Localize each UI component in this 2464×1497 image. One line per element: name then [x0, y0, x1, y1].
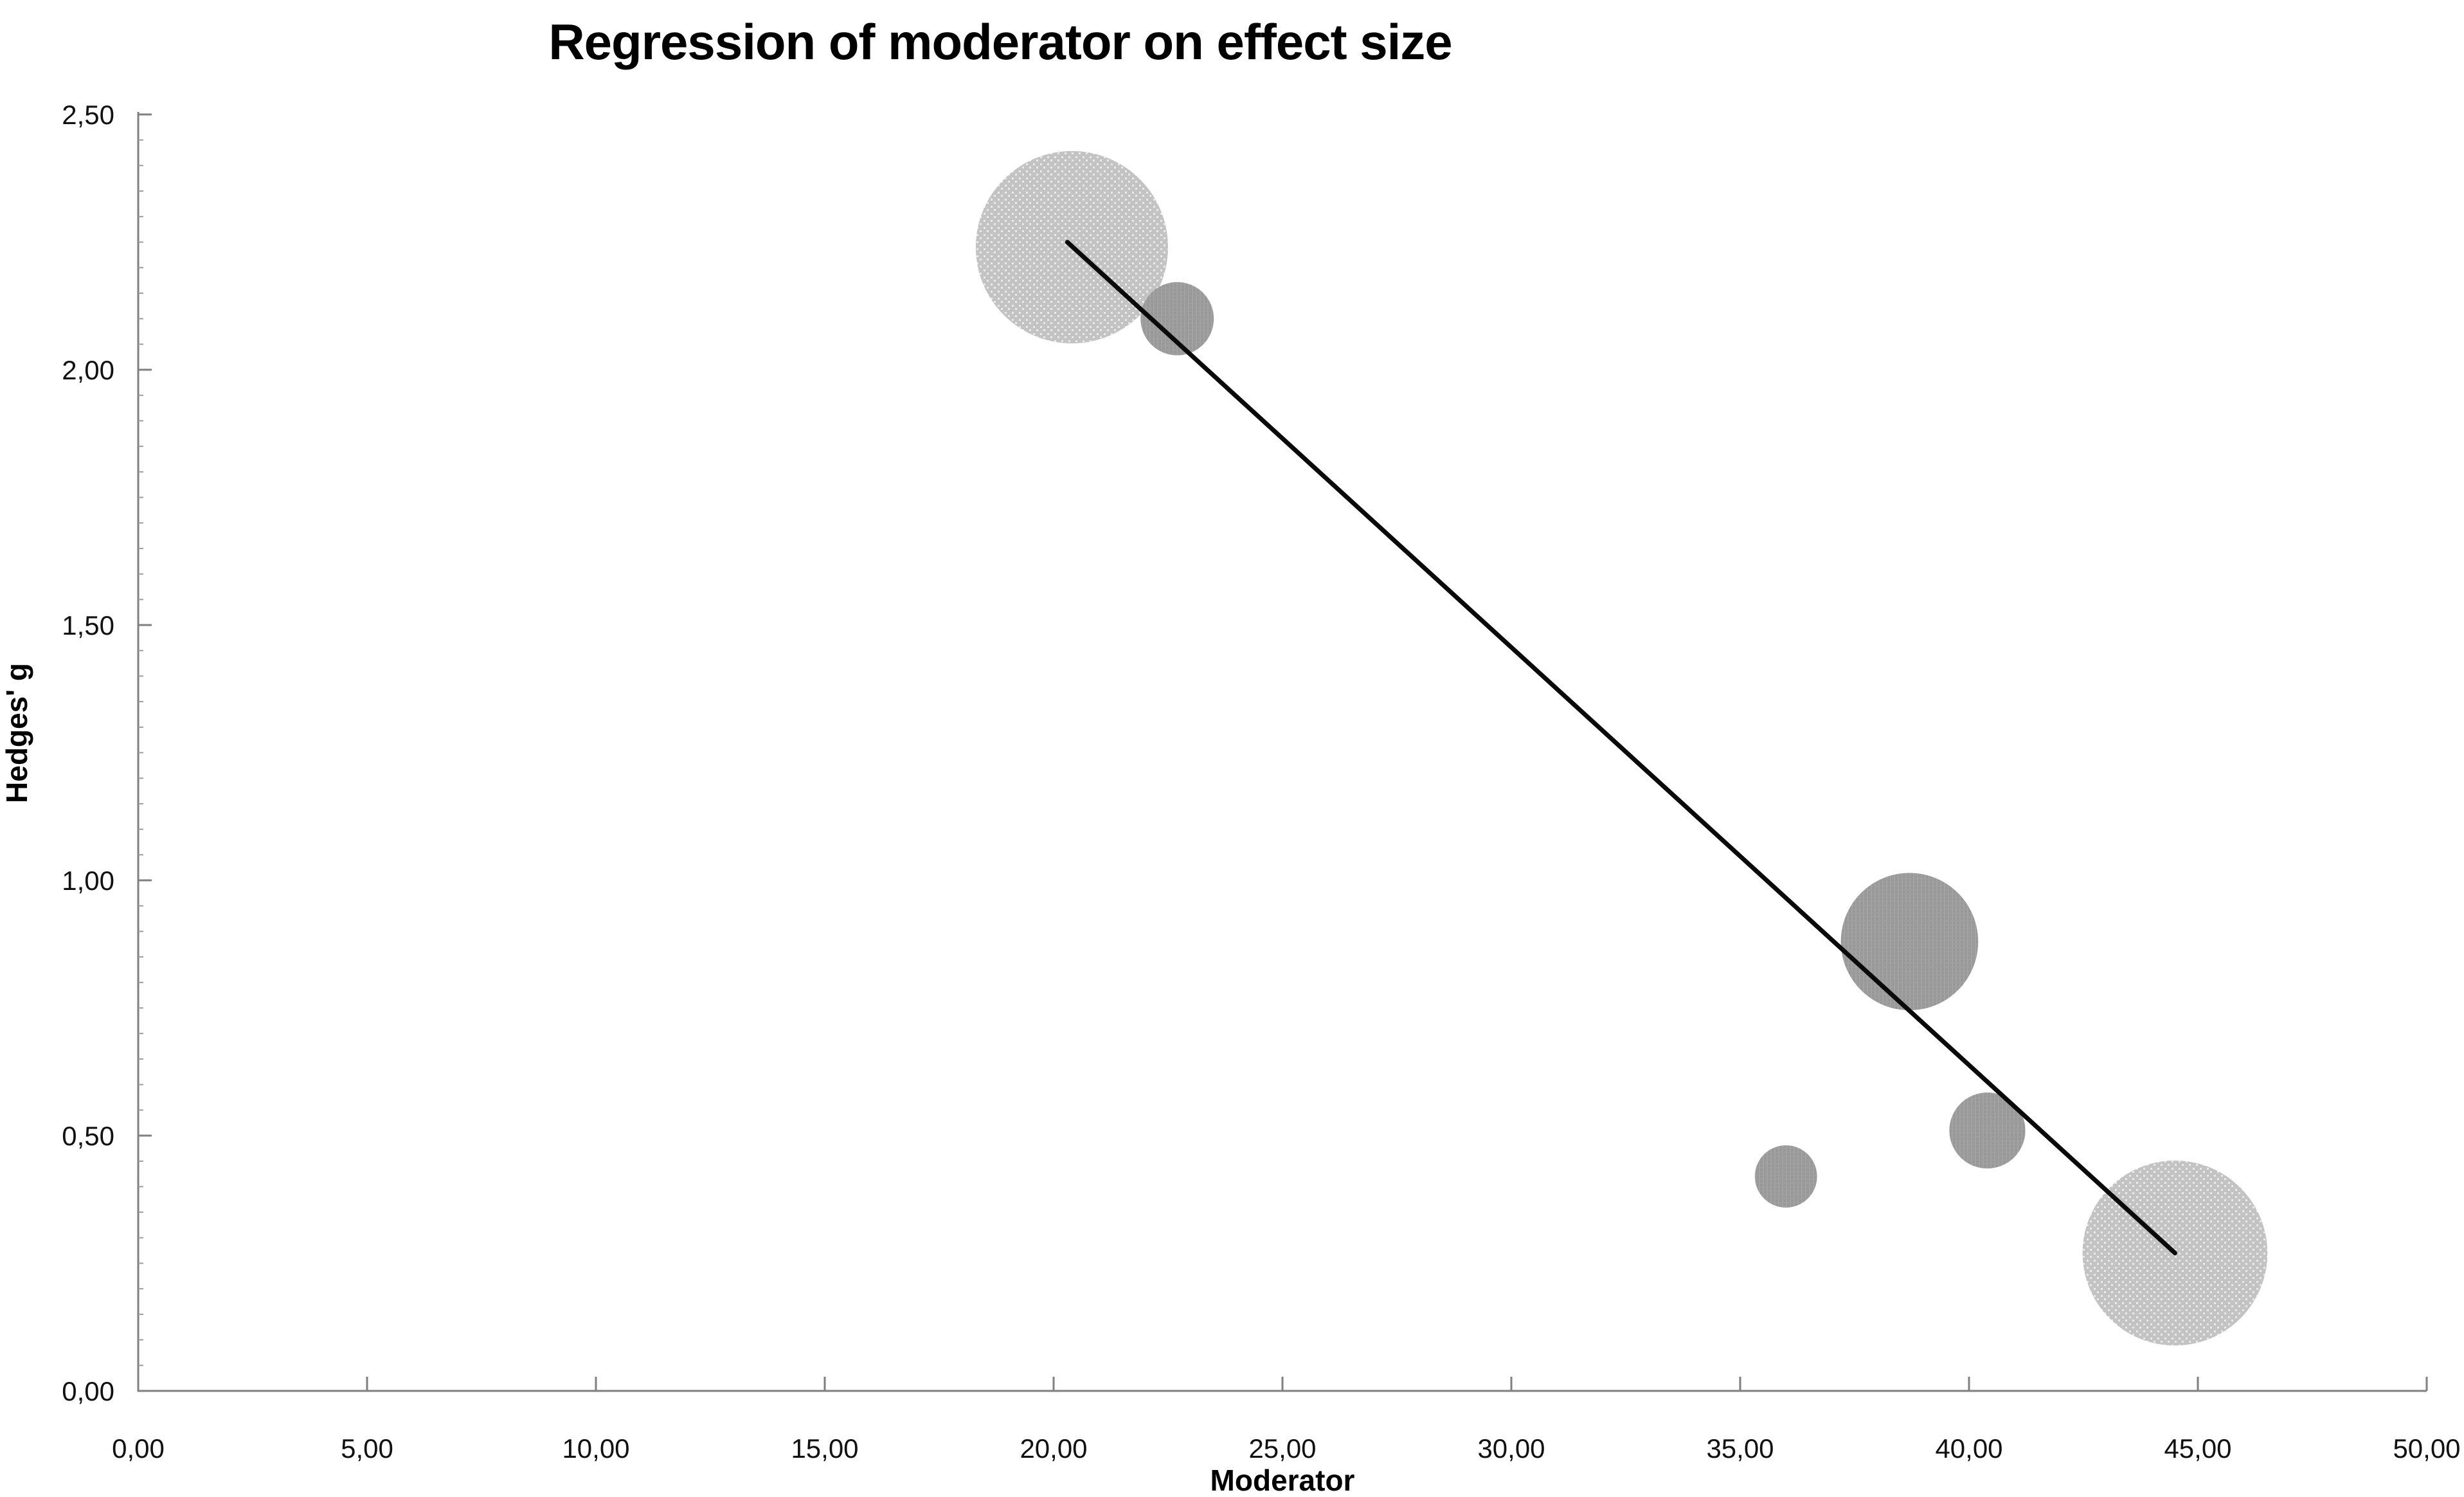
- y-axis-title: Hedges' g: [0, 663, 33, 803]
- y-tick-label: 1,00: [62, 866, 114, 896]
- plot-layer: 0,00 5,00 10,00 15,00 20,00 25,00 30,00 35,00 40…: [62, 100, 2460, 1464]
- x-tick-label: 15,00: [791, 1433, 858, 1464]
- x-tick-label: 35,00: [1706, 1433, 1774, 1464]
- x-tick-label: 50,00: [2393, 1433, 2460, 1464]
- bubble-dark: [1840, 873, 1979, 1011]
- y-tick-label: 2,00: [62, 355, 114, 385]
- x-tick-label: 45,00: [2164, 1433, 2231, 1464]
- bubble-dark: [1754, 1145, 1817, 1208]
- y-tick-label: 2,50: [62, 100, 114, 130]
- chart-title: Regression of moderator on effect size: [548, 14, 1452, 70]
- x-tick-label: 10,00: [562, 1433, 629, 1464]
- bubble-dark: [1140, 282, 1214, 356]
- x-axis-title: Moderator: [1210, 1464, 1355, 1497]
- x-tick-label: 5,00: [341, 1433, 393, 1464]
- bubble-dark: [1949, 1092, 2026, 1169]
- x-tick-label: 25,00: [1248, 1433, 1316, 1464]
- x-tick-label: 30,00: [1477, 1433, 1545, 1464]
- x-tick-label: 40,00: [1935, 1433, 2002, 1464]
- y-tick-label: 0,00: [62, 1376, 114, 1406]
- regression-line: [1065, 240, 2177, 1256]
- y-tick-label: 1,50: [62, 610, 114, 640]
- x-tick-label: 0,00: [112, 1433, 165, 1464]
- x-tick-label: 20,00: [1020, 1433, 1087, 1464]
- y-tick-label: 0,50: [62, 1121, 114, 1151]
